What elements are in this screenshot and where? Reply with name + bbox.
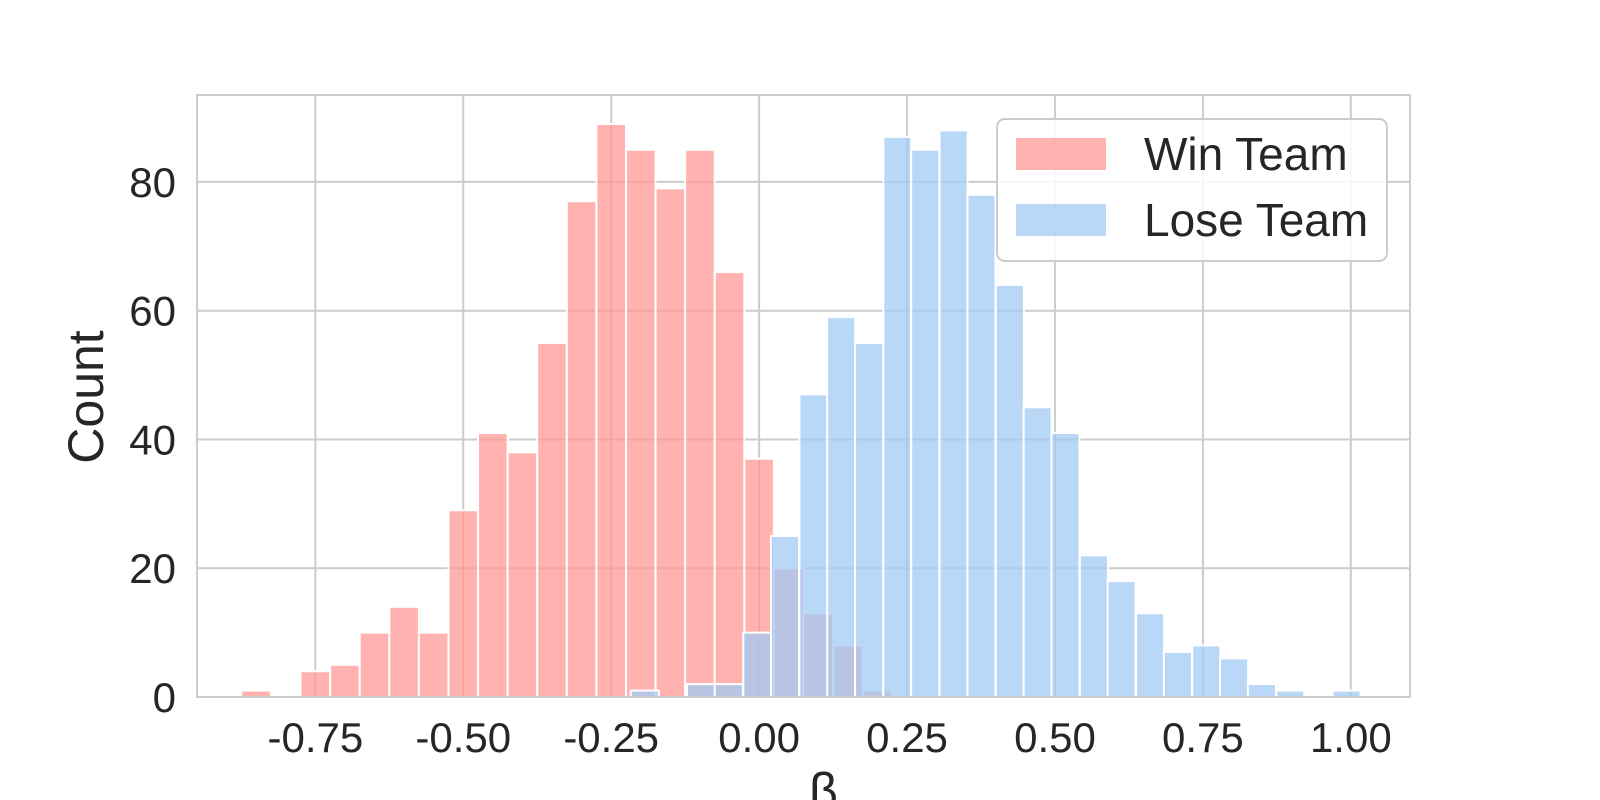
x-tick-label: 0.75 <box>1162 714 1244 761</box>
y-tick-label: 60 <box>129 288 176 335</box>
bar <box>910 148 941 698</box>
series-lose-team <box>629 129 1362 699</box>
y-tick-label: 40 <box>129 416 176 463</box>
bar <box>417 631 450 699</box>
legend: Win Team Lose Team <box>996 118 1388 262</box>
bar <box>1162 650 1193 698</box>
bar <box>654 187 687 699</box>
bar <box>826 316 857 698</box>
bar <box>713 683 744 698</box>
bar <box>329 663 361 699</box>
legend-label: Win Team <box>1144 128 1348 180</box>
bar <box>1246 683 1277 698</box>
histogram-bars <box>240 122 1362 699</box>
x-tick-label: -0.25 <box>563 714 659 761</box>
bar <box>299 670 332 698</box>
plot-frame <box>196 94 1411 698</box>
series-win-team <box>240 122 894 699</box>
bar <box>853 341 885 698</box>
bar <box>447 509 480 698</box>
bar <box>358 631 391 699</box>
bar <box>966 193 997 699</box>
bar <box>477 432 509 698</box>
x-axis-label: β <box>809 763 838 800</box>
x-tick-label: -0.50 <box>415 714 511 761</box>
bar <box>1078 554 1109 699</box>
bar <box>1135 612 1166 698</box>
bar <box>595 122 627 698</box>
y-axis-label: Count <box>58 330 114 464</box>
bar <box>769 535 801 698</box>
legend-label: Lose Team <box>1144 194 1368 246</box>
bar <box>994 283 1025 698</box>
bar <box>506 451 539 698</box>
x-tick-label: 0.50 <box>1014 714 1096 761</box>
bar <box>713 271 746 698</box>
bar <box>388 605 420 698</box>
x-tick-label: 1.00 <box>1310 714 1392 761</box>
bar <box>536 341 568 698</box>
bar <box>1022 406 1053 698</box>
x-tick-label: -0.75 <box>267 714 363 761</box>
legend-swatch <box>1016 204 1106 236</box>
y-tick-label: 80 <box>129 159 176 206</box>
bar <box>742 631 773 699</box>
y-tick-label: 20 <box>129 545 176 592</box>
x-tick-label: 0.00 <box>718 714 800 761</box>
bar <box>1219 657 1250 698</box>
bar <box>684 148 716 698</box>
legend-swatch <box>1016 138 1106 170</box>
bar <box>624 148 657 698</box>
bar <box>798 393 829 698</box>
bar <box>1106 580 1137 698</box>
bar <box>938 129 969 699</box>
x-tick-label: 0.25 <box>866 714 948 761</box>
bar <box>1050 432 1081 698</box>
tick-labels: -0.75 -0.50 -0.25 0.00 0.25 0.50 0.75 1.00 0 20 40… <box>129 159 1391 761</box>
bar <box>685 683 716 698</box>
bar <box>1191 644 1222 699</box>
bar <box>882 135 913 698</box>
y-tick-label: 0 <box>153 674 176 721</box>
bar <box>565 200 598 698</box>
